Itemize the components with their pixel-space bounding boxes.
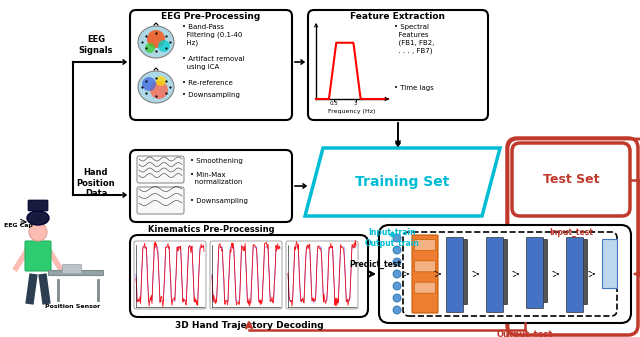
FancyBboxPatch shape [286, 241, 358, 309]
Text: Output_test: Output_test [497, 330, 553, 337]
Circle shape [147, 30, 165, 48]
FancyBboxPatch shape [451, 240, 467, 305]
Circle shape [158, 40, 170, 52]
Text: • Artifact removal
  using ICA: • Artifact removal using ICA [182, 56, 244, 69]
Text: EEG Pre-Processing: EEG Pre-Processing [161, 12, 260, 21]
Circle shape [29, 223, 47, 241]
Circle shape [393, 234, 401, 242]
Text: EEG Cap: EEG Cap [4, 222, 33, 227]
Circle shape [142, 77, 156, 91]
FancyBboxPatch shape [531, 240, 547, 303]
Text: • Smoothening: • Smoothening [190, 158, 243, 164]
Circle shape [393, 282, 401, 290]
FancyBboxPatch shape [570, 240, 588, 305]
Text: Input_train
Output_train: Input_train Output_train [365, 228, 420, 248]
FancyBboxPatch shape [130, 150, 292, 222]
Ellipse shape [138, 26, 174, 58]
FancyBboxPatch shape [403, 232, 617, 316]
Circle shape [393, 246, 401, 254]
Text: • Min-Max
  normalization: • Min-Max normalization [190, 172, 243, 185]
FancyBboxPatch shape [566, 238, 584, 312]
Circle shape [156, 76, 166, 86]
FancyBboxPatch shape [308, 10, 488, 120]
Text: Hand
Position
Data: Hand Position Data [77, 168, 115, 198]
Text: Frequency (Hz): Frequency (Hz) [328, 109, 376, 114]
FancyBboxPatch shape [25, 241, 51, 271]
Ellipse shape [27, 211, 49, 225]
Text: Predict_test: Predict_test [349, 260, 401, 269]
Text: • Downsampling: • Downsampling [182, 92, 240, 98]
Text: • Time lags: • Time lags [394, 85, 434, 91]
Text: Training Set: Training Set [355, 175, 450, 189]
FancyBboxPatch shape [379, 225, 631, 323]
Ellipse shape [138, 71, 174, 103]
Circle shape [393, 270, 401, 278]
Text: Input_test: Input_test [549, 228, 593, 237]
FancyBboxPatch shape [210, 241, 282, 309]
Circle shape [393, 294, 401, 302]
Polygon shape [305, 148, 500, 216]
FancyBboxPatch shape [130, 235, 368, 317]
FancyBboxPatch shape [63, 265, 81, 274]
FancyBboxPatch shape [490, 240, 508, 305]
FancyBboxPatch shape [415, 240, 435, 250]
FancyBboxPatch shape [28, 200, 48, 211]
Text: 3: 3 [354, 101, 357, 106]
FancyBboxPatch shape [415, 282, 435, 293]
FancyBboxPatch shape [602, 240, 618, 288]
FancyBboxPatch shape [412, 235, 438, 313]
Text: Position Sensor: Position Sensor [45, 304, 100, 309]
FancyBboxPatch shape [447, 238, 463, 312]
Text: • Downsampling: • Downsampling [190, 198, 248, 204]
FancyBboxPatch shape [137, 156, 184, 183]
FancyBboxPatch shape [48, 270, 103, 275]
FancyBboxPatch shape [512, 143, 630, 216]
Text: 0.5: 0.5 [330, 101, 339, 106]
Text: • Band-Pass
  Filtering (0.1-40
  Hz): • Band-Pass Filtering (0.1-40 Hz) [182, 24, 243, 46]
Circle shape [145, 43, 155, 53]
FancyBboxPatch shape [137, 187, 184, 214]
FancyBboxPatch shape [130, 10, 292, 120]
Text: • Spectral
  Features
  (FB1, FB2,
  . . . , FB7): • Spectral Features (FB1, FB2, . . . , F… [394, 24, 435, 54]
Text: Test Set: Test Set [543, 173, 599, 186]
Text: EEG
Signals: EEG Signals [79, 35, 113, 55]
FancyBboxPatch shape [486, 238, 504, 312]
Text: Feature Extraction: Feature Extraction [351, 12, 445, 21]
Text: Kinematics Pre-Processing: Kinematics Pre-Processing [148, 225, 275, 234]
Circle shape [150, 81, 168, 99]
Circle shape [393, 258, 401, 266]
FancyBboxPatch shape [134, 241, 206, 309]
Circle shape [393, 306, 401, 314]
FancyBboxPatch shape [415, 261, 435, 272]
Text: • Re-reference: • Re-reference [182, 80, 233, 86]
Text: 3D Hand Trajectory Decoding: 3D Hand Trajectory Decoding [175, 321, 323, 330]
FancyBboxPatch shape [527, 238, 543, 308]
